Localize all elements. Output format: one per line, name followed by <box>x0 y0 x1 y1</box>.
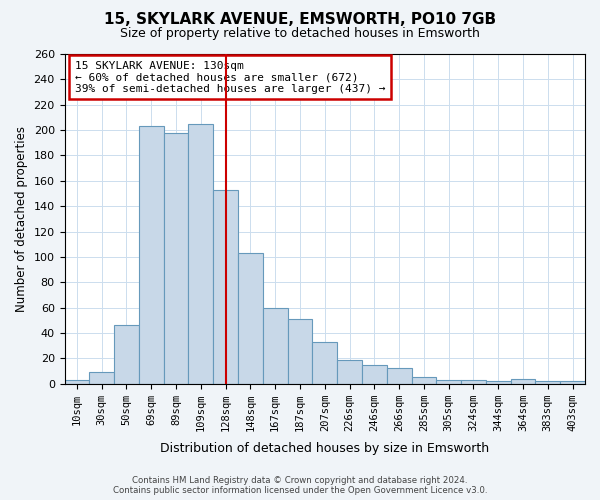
Text: 15 SKYLARK AVENUE: 130sqm
← 60% of detached houses are smaller (672)
39% of semi: 15 SKYLARK AVENUE: 130sqm ← 60% of detac… <box>75 60 385 94</box>
Bar <box>461 380 486 384</box>
Bar <box>89 372 114 384</box>
Bar <box>139 126 164 384</box>
Text: Contains HM Land Registry data © Crown copyright and database right 2024.
Contai: Contains HM Land Registry data © Crown c… <box>113 476 487 495</box>
Bar <box>65 380 89 384</box>
Bar <box>263 308 287 384</box>
Bar <box>436 380 461 384</box>
Bar <box>511 378 535 384</box>
Bar <box>213 190 238 384</box>
Bar <box>114 326 139 384</box>
Bar <box>313 342 337 384</box>
Bar <box>387 368 412 384</box>
Y-axis label: Number of detached properties: Number of detached properties <box>15 126 28 312</box>
Bar <box>337 360 362 384</box>
Bar <box>486 381 511 384</box>
X-axis label: Distribution of detached houses by size in Emsworth: Distribution of detached houses by size … <box>160 442 490 455</box>
Bar <box>535 381 560 384</box>
Bar <box>287 319 313 384</box>
Text: 15, SKYLARK AVENUE, EMSWORTH, PO10 7GB: 15, SKYLARK AVENUE, EMSWORTH, PO10 7GB <box>104 12 496 28</box>
Bar <box>560 381 585 384</box>
Bar <box>362 364 387 384</box>
Bar <box>188 124 213 384</box>
Bar <box>238 253 263 384</box>
Text: Size of property relative to detached houses in Emsworth: Size of property relative to detached ho… <box>120 28 480 40</box>
Bar <box>412 378 436 384</box>
Bar <box>164 132 188 384</box>
